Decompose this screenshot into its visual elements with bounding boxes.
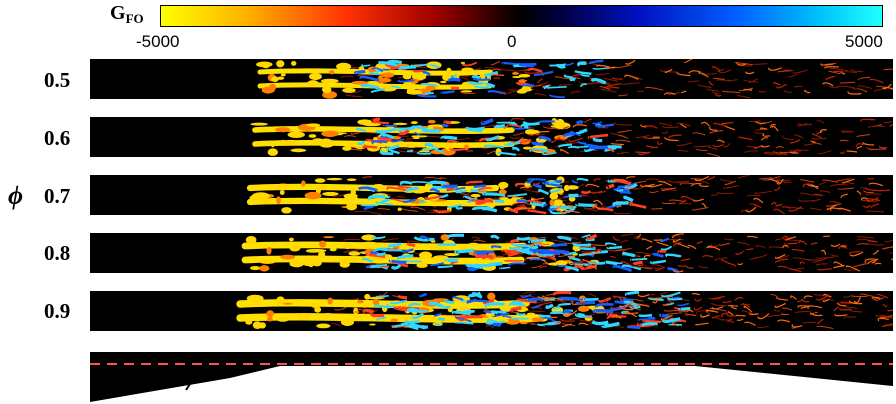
field-panel-0	[90, 59, 893, 99]
colorbar	[160, 5, 883, 27]
field-panel-4	[90, 291, 893, 331]
colorbar-label: GFO	[110, 2, 144, 26]
row-label-3: 0.8	[44, 241, 71, 265]
field-image-2	[246, 175, 893, 215]
field-panel-1	[90, 117, 893, 157]
field-image-0	[256, 59, 893, 99]
colorbar-tick-max: 5000	[845, 32, 883, 51]
colorbar-tick-min: -5000	[136, 32, 180, 51]
combustor-geometry	[90, 352, 893, 402]
field-image-4	[236, 291, 893, 331]
phi-axis-label: ϕ	[8, 181, 24, 210]
row-label-1: 0.6	[44, 126, 71, 150]
field-panel-3	[90, 233, 893, 273]
row-label-4: 0.9	[44, 299, 71, 323]
row-label-2: 0.7	[44, 184, 71, 208]
field-panel-2	[90, 175, 893, 215]
field-image-3	[241, 233, 893, 273]
colorbar-tick-zero: 0	[507, 32, 517, 51]
row-label-0: 0.5	[44, 68, 71, 92]
field-image-1	[250, 117, 893, 157]
